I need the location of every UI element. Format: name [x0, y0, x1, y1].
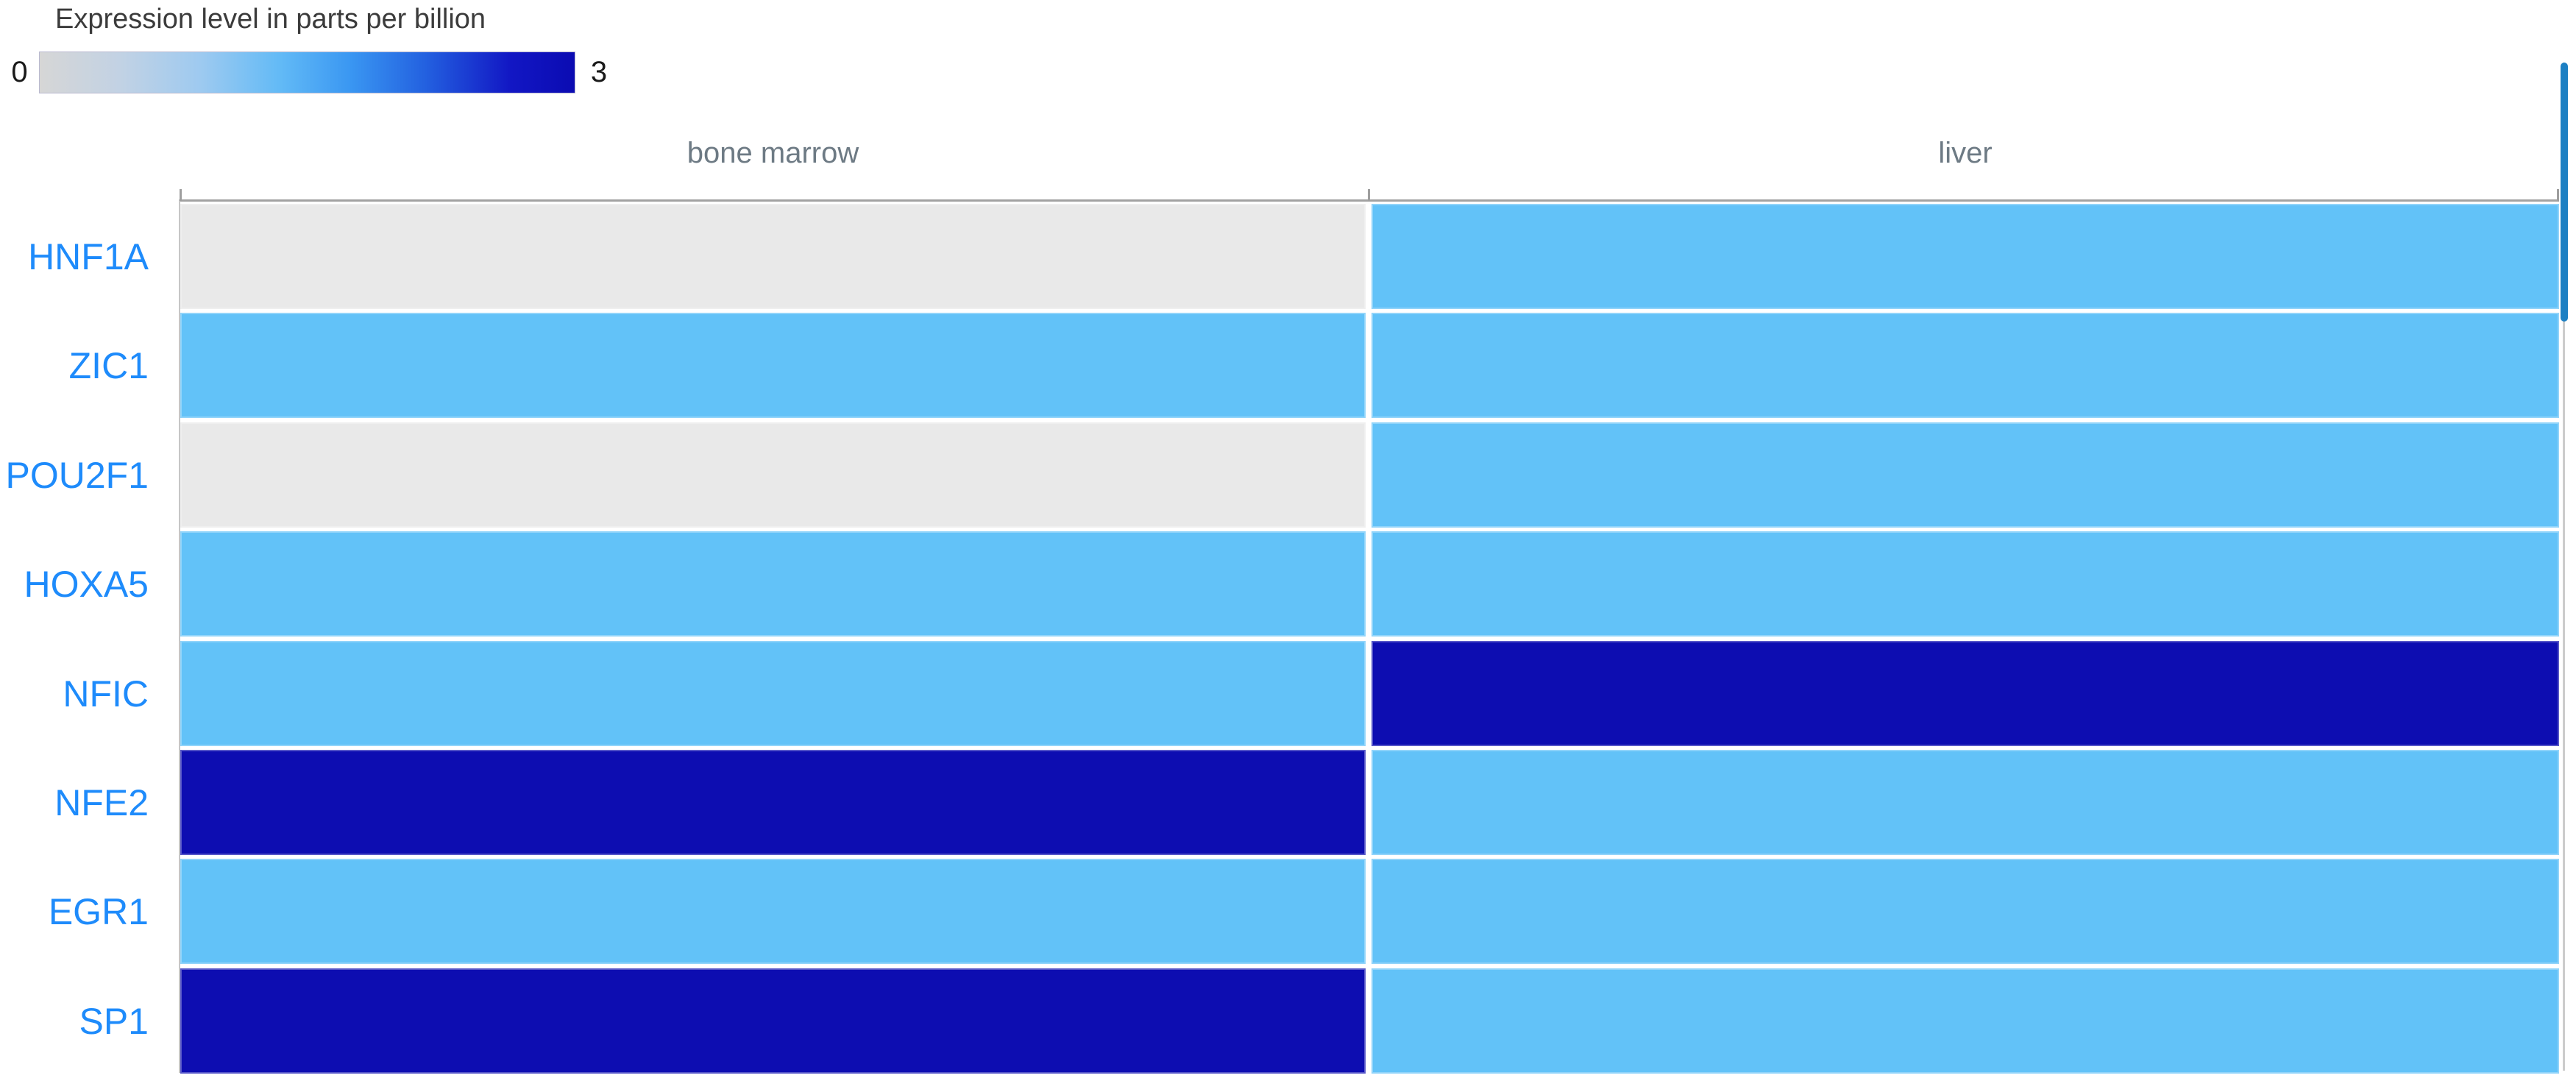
heatmap-cell-pou2f1-bone-marrow[interactable]	[180, 422, 1366, 528]
legend-gradient-bar	[39, 52, 575, 93]
gene-link-pou2f1[interactable]: POU2F1	[5, 454, 149, 496]
heatmap-cell-hnf1a-liver[interactable]	[1372, 204, 2559, 309]
heatmap-cell-hoxa5-liver[interactable]	[1372, 531, 2559, 637]
heatmap-left-border	[179, 199, 180, 1073]
heatmap-cell-sp1-bone-marrow[interactable]	[180, 968, 1366, 1074]
gene-link-egr1[interactable]: EGR1	[48, 890, 149, 932]
legend-gradient-row: 0 3	[0, 52, 622, 93]
gene-link-hoxa5[interactable]: HOXA5	[24, 563, 149, 605]
heatmap-cell-sp1-liver[interactable]	[1372, 968, 2559, 1074]
axis-tick	[2557, 189, 2559, 201]
heatmap-cell-egr1-bone-marrow[interactable]	[180, 859, 1366, 964]
gene-link-nfic[interactable]: NFIC	[63, 673, 149, 715]
heatmap-cell-zic1-bone-marrow[interactable]	[180, 313, 1366, 418]
column-header-bone-marrow: bone marrow	[686, 137, 859, 169]
gene-link-hnf1a[interactable]: HNF1A	[28, 235, 149, 277]
scrollbar-track[interactable]	[2563, 63, 2565, 1071]
gene-link-sp1[interactable]: SP1	[79, 1000, 149, 1042]
heatmap-cell-nfe2-bone-marrow[interactable]	[180, 750, 1366, 855]
legend-min-label: 0	[11, 56, 28, 88]
heatmap-cell-hoxa5-bone-marrow[interactable]	[180, 531, 1366, 637]
gene-link-zic1[interactable]: ZIC1	[68, 344, 149, 386]
legend-max-label: 3	[590, 56, 608, 88]
heatmap-cell-egr1-liver[interactable]	[1372, 859, 2559, 964]
heatmap-cell-nfic-bone-marrow[interactable]	[180, 641, 1366, 746]
heatmap-cell-nfic-liver[interactable]	[1372, 641, 2559, 746]
legend-title: Expression level in parts per billion	[55, 4, 486, 35]
heatmap-cell-zic1-liver[interactable]	[1372, 313, 2559, 418]
axis-tick	[1368, 189, 1370, 201]
axis-tick	[180, 189, 182, 201]
gene-link-nfe2[interactable]: NFE2	[54, 781, 149, 823]
scrollbar-thumb[interactable]	[2561, 63, 2568, 322]
column-header-liver: liver	[1938, 137, 1993, 169]
heatmap-cell-nfe2-liver[interactable]	[1372, 750, 2559, 855]
heatmap-cell-hnf1a-bone-marrow[interactable]	[180, 204, 1366, 309]
heatmap-cell-pou2f1-liver[interactable]	[1372, 422, 2559, 528]
